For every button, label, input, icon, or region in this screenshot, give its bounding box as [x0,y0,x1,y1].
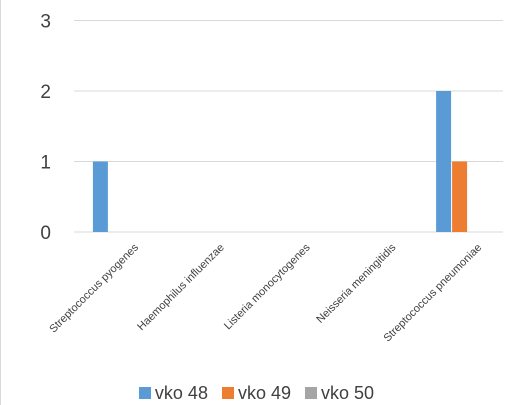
legend-item: vko 48 [138,383,208,403]
y-tick-label: 2 [40,82,51,103]
x-category-label: Listeria monocytogenes [222,241,313,332]
legend-label: vko 50 [321,383,375,403]
legend-swatch [221,387,234,399]
x-category-label: Neisseria meningitidis [314,241,398,325]
y-tick-label: 3 [40,12,51,33]
legend-swatch [305,387,318,399]
x-category-label: Streptococcus pyogenes [47,241,141,335]
legend-item: vko 49 [221,383,292,403]
legend-label: vko 48 [154,383,208,403]
chart-legend: vko 48 vko 49 vko 50 [1,382,511,404]
bar [452,161,468,232]
y-tick-label: 1 [40,153,51,174]
legend-label: vko 49 [237,383,292,403]
x-category-label: Streptococcus pneumoniae [381,242,484,345]
legend-item: vko 50 [305,384,374,402]
bar [92,161,108,232]
bar [436,91,452,232]
legend-swatch [138,387,151,399]
y-tick-label: 0 [40,223,51,244]
x-category-label: Haemophilus influenzae [135,242,227,334]
